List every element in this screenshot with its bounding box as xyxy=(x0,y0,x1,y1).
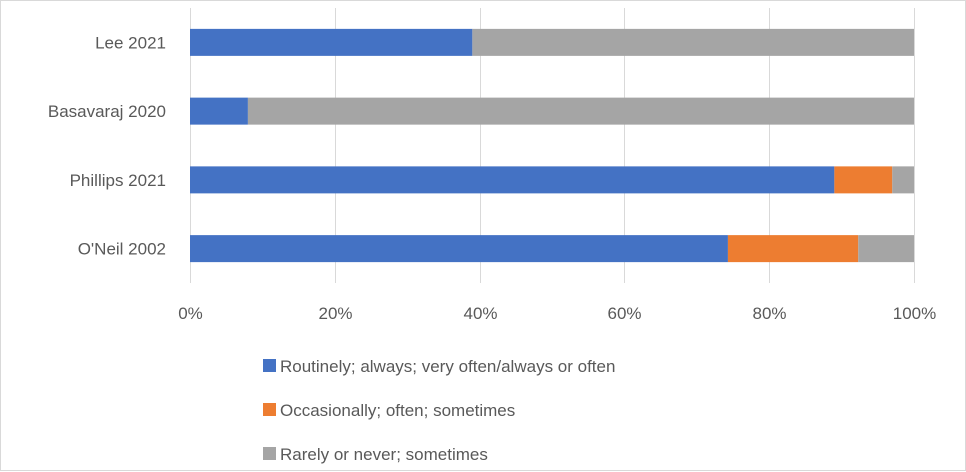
bar-segment xyxy=(190,97,248,125)
bar-segment xyxy=(190,28,473,56)
x-tick-label: 100% xyxy=(893,304,936,323)
x-tick-label: 0% xyxy=(178,304,203,323)
bars xyxy=(190,28,915,263)
legend-label: Occasionally; often; sometimes xyxy=(280,401,515,420)
bar-segment xyxy=(892,166,914,194)
x-tick-label: 80% xyxy=(752,304,786,323)
category-label: Basavaraj 2020 xyxy=(48,102,166,121)
legend-label: Rarely or never; sometimes xyxy=(280,445,488,464)
legend-label: Routinely; always; very often/always or … xyxy=(280,357,615,376)
category-label: Lee 2021 xyxy=(95,33,166,52)
category-labels: Lee 2021 Basavaraj 2020 Phillips 2021 O'Nei… xyxy=(48,33,166,258)
bar-segment xyxy=(727,235,859,263)
legend-swatch xyxy=(263,447,276,460)
bar-segment xyxy=(472,28,914,56)
category-label: Phillips 2021 xyxy=(70,171,166,190)
x-tick-label: 40% xyxy=(463,304,497,323)
bar-segment xyxy=(858,235,914,263)
bar-segment xyxy=(247,97,915,125)
legend: Routinely; always; very often/always or … xyxy=(263,357,615,464)
legend-swatch xyxy=(263,403,276,416)
bar-segment xyxy=(190,166,835,194)
x-tick-label: 20% xyxy=(318,304,352,323)
legend-swatch xyxy=(263,359,276,372)
bar-segment xyxy=(190,235,728,263)
bar-segment xyxy=(834,166,893,194)
category-label: O'Neil 2002 xyxy=(78,240,166,259)
x-tick-label: 60% xyxy=(607,304,641,323)
x-tick-labels: 0% 20% 40% 60% 80% 100% xyxy=(178,304,936,323)
